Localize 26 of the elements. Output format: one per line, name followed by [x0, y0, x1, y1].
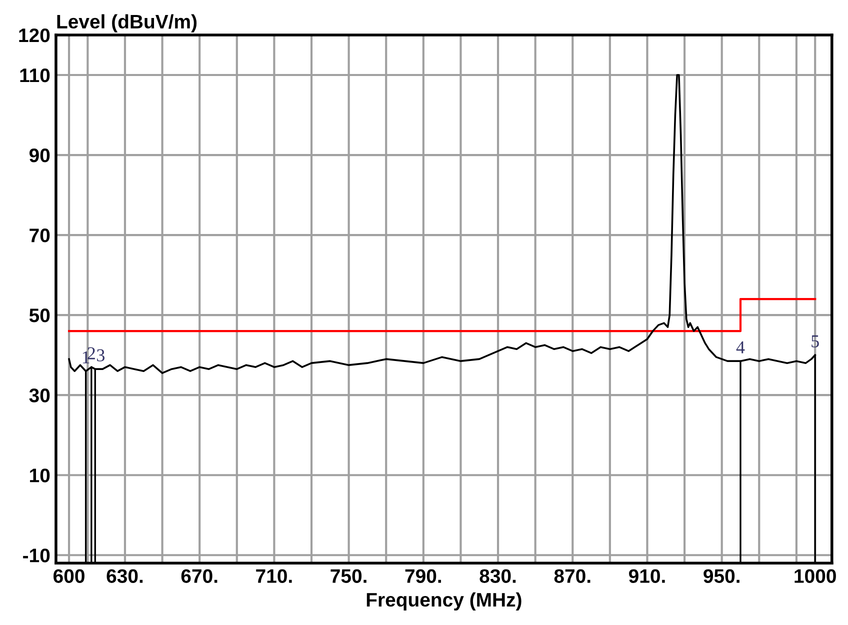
y-tick-label: 50: [29, 308, 50, 322]
y-axis-title: Level (dBuV/m): [57, 14, 197, 32]
y-tick-label: 110: [20, 68, 50, 82]
x-tick-label: 1000: [794, 569, 836, 583]
y-tick-label: 90: [29, 148, 50, 162]
x-tick-label: 950.: [704, 569, 740, 583]
x-tick-label: 710.: [256, 569, 292, 583]
y-tick-label: 30: [29, 388, 50, 402]
annotation: 5: [812, 335, 819, 348]
x-axis-title: Frequency (MHz): [366, 592, 522, 610]
x-tick-label: 630.: [106, 569, 143, 583]
annotation: 3: [97, 349, 104, 362]
y-tick-label: -10: [23, 548, 50, 562]
x-tick-label: 910.: [628, 569, 665, 583]
x-tick-label: 830.: [480, 569, 516, 583]
annotation: 2: [88, 347, 95, 360]
y-tick-label: 10: [30, 468, 50, 482]
x-tick-label: 870.: [554, 569, 590, 583]
y-tick-label: 70: [30, 228, 50, 242]
x-tick-label: 790.: [405, 569, 441, 583]
y-tick-label: 120: [19, 28, 50, 42]
annotation: 4: [736, 341, 745, 354]
x-tick-label: 670.: [181, 569, 218, 583]
x-tick-label: 600: [54, 569, 84, 583]
annotation: 1: [82, 351, 90, 364]
x-tick-label: 750.: [330, 569, 366, 583]
